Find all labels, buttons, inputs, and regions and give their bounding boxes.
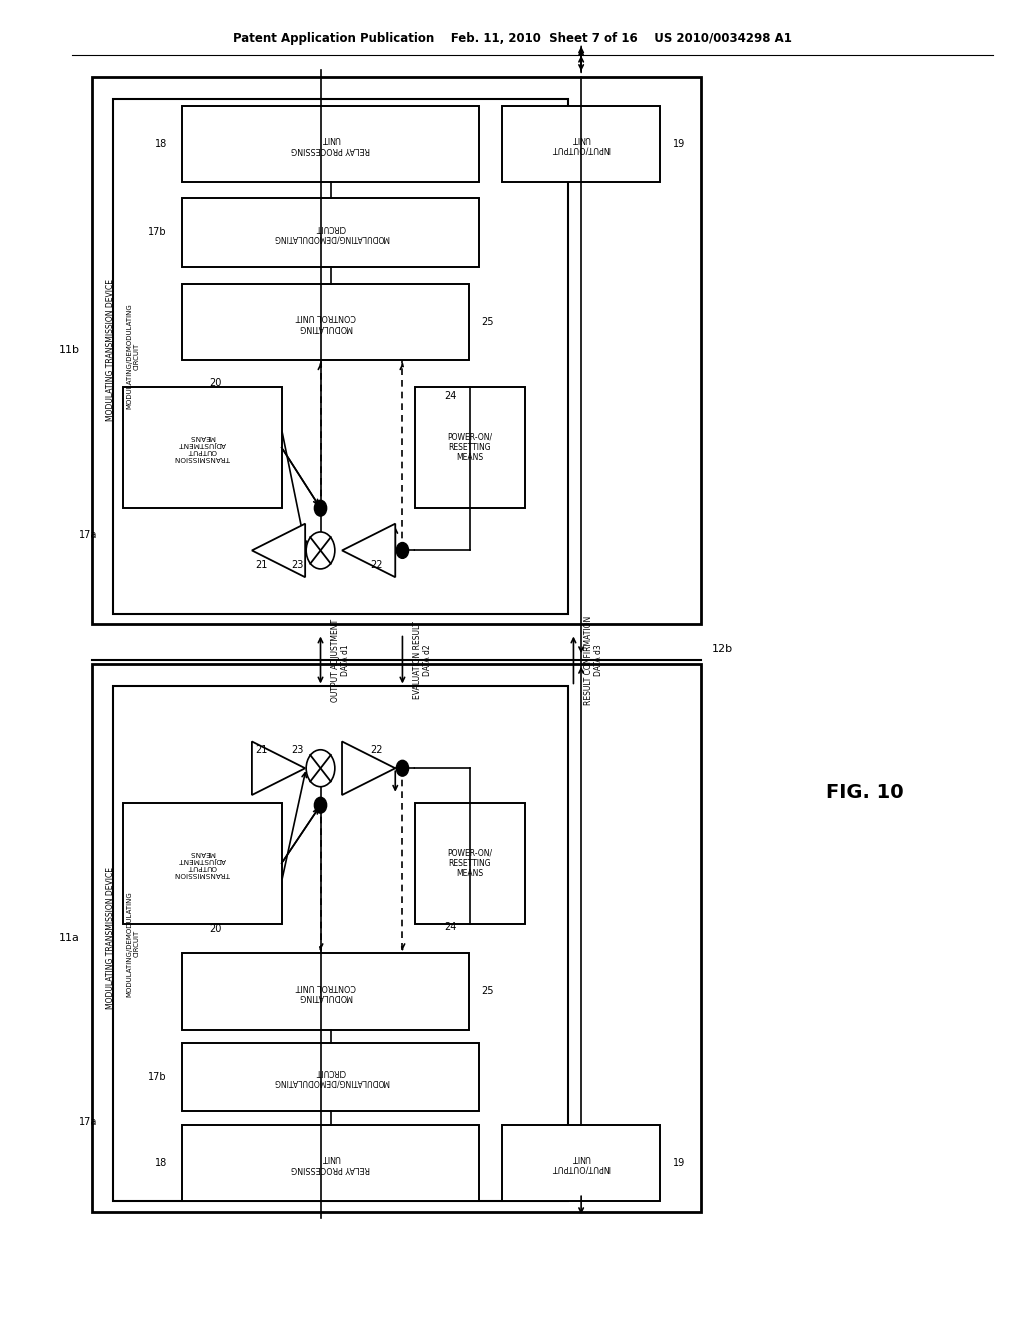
Text: 23: 23 (291, 744, 303, 755)
Text: 24: 24 (444, 921, 457, 932)
Text: MODULATING TRANSMISSION DEVICE: MODULATING TRANSMISSION DEVICE (106, 280, 115, 421)
Polygon shape (252, 524, 305, 577)
Circle shape (314, 797, 327, 813)
Circle shape (306, 532, 335, 569)
Text: TRANSMISSION
OUTPUT
ADJUSTMENT
MEANS: TRANSMISSION OUTPUT ADJUSTMENT MEANS (175, 434, 229, 461)
Circle shape (396, 543, 409, 558)
Text: 21: 21 (255, 560, 267, 570)
Text: 25: 25 (481, 986, 494, 997)
Text: 17b: 17b (148, 227, 167, 238)
Circle shape (314, 500, 327, 516)
Bar (113, 686, 568, 1201)
Text: Patent Application Publication    Feb. 11, 2010  Sheet 7 of 16    US 2010/003429: Patent Application Publication Feb. 11, … (232, 33, 792, 45)
Bar (123, 803, 282, 924)
Text: TRANSMISSION
OUTPUT
ADJUSTMENT
MEANS: TRANSMISSION OUTPUT ADJUSTMENT MEANS (175, 850, 229, 876)
Text: RELAY PROCESSING
UNIT: RELAY PROCESSING UNIT (291, 135, 371, 153)
Text: 22: 22 (371, 744, 383, 755)
Text: 20: 20 (209, 924, 221, 935)
Text: EVALUATION RESULT
DATA d2: EVALUATION RESULT DATA d2 (413, 622, 432, 698)
Text: RELAY PROCESSING
UNIT: RELAY PROCESSING UNIT (291, 1154, 371, 1172)
Text: 18: 18 (155, 1158, 167, 1168)
Text: INPUT/OUTPUT
UNIT: INPUT/OUTPUT UNIT (552, 135, 610, 153)
Text: MODULATING/DEMODULATING
CIRCUIT: MODULATING/DEMODULATING CIRCUIT (272, 223, 389, 242)
Text: 19: 19 (673, 1158, 685, 1168)
Bar (182, 284, 469, 360)
Bar (415, 387, 525, 508)
Text: 24: 24 (444, 391, 457, 401)
Text: 20: 20 (209, 378, 221, 388)
Bar (92, 664, 701, 1212)
Bar (182, 953, 469, 1030)
Circle shape (306, 750, 335, 787)
Bar (415, 803, 525, 924)
Text: MODULATING TRANSMISSION DEVICE: MODULATING TRANSMISSION DEVICE (106, 867, 115, 1008)
Text: MODULATING/DEMODULATING
CIRCUIT: MODULATING/DEMODULATING CIRCUIT (127, 304, 139, 409)
Text: MODULATING
CONTROL UNIT: MODULATING CONTROL UNIT (296, 982, 355, 1001)
Text: MODULATING
CONTROL UNIT: MODULATING CONTROL UNIT (296, 313, 355, 331)
Text: 23: 23 (291, 560, 303, 570)
Bar (92, 77, 701, 624)
Text: 17a: 17a (79, 1117, 97, 1127)
Text: 25: 25 (481, 317, 494, 327)
Bar (113, 99, 568, 614)
Circle shape (396, 760, 409, 776)
Bar (182, 106, 479, 182)
Text: 17a: 17a (79, 529, 97, 540)
Bar (502, 106, 660, 182)
Bar (182, 198, 479, 267)
Text: 21: 21 (255, 744, 267, 755)
Polygon shape (252, 742, 305, 795)
Text: 12b: 12b (712, 644, 733, 655)
Polygon shape (342, 524, 395, 577)
Text: MODULATING/DEMODULATING
CIRCUIT: MODULATING/DEMODULATING CIRCUIT (127, 891, 139, 997)
Text: MODULATING/DEMODULATING
CIRCUIT: MODULATING/DEMODULATING CIRCUIT (272, 1068, 389, 1086)
Text: 11b: 11b (59, 346, 80, 355)
Text: 11a: 11a (59, 933, 80, 942)
Text: INPUT/OUTPUT
UNIT: INPUT/OUTPUT UNIT (552, 1154, 610, 1172)
Bar (182, 1125, 479, 1201)
Text: POWER-ON/
RESETTING
MEANS: POWER-ON/ RESETTING MEANS (447, 849, 493, 878)
Bar (182, 1043, 479, 1111)
Text: 17b: 17b (148, 1072, 167, 1082)
Text: FIG. 10: FIG. 10 (826, 783, 904, 801)
Text: 22: 22 (371, 560, 383, 570)
Text: OUTPUT ADJUSTMENT
DATA d1: OUTPUT ADJUSTMENT DATA d1 (331, 619, 350, 701)
Text: 19: 19 (673, 139, 685, 149)
Polygon shape (342, 742, 395, 795)
Bar (123, 387, 282, 508)
Text: POWER-ON/
RESETTING
MEANS: POWER-ON/ RESETTING MEANS (447, 433, 493, 462)
Text: RESULT CONFIRMATION
DATA d3: RESULT CONFIRMATION DATA d3 (584, 615, 603, 705)
Bar (502, 1125, 660, 1201)
Text: 18: 18 (155, 139, 167, 149)
